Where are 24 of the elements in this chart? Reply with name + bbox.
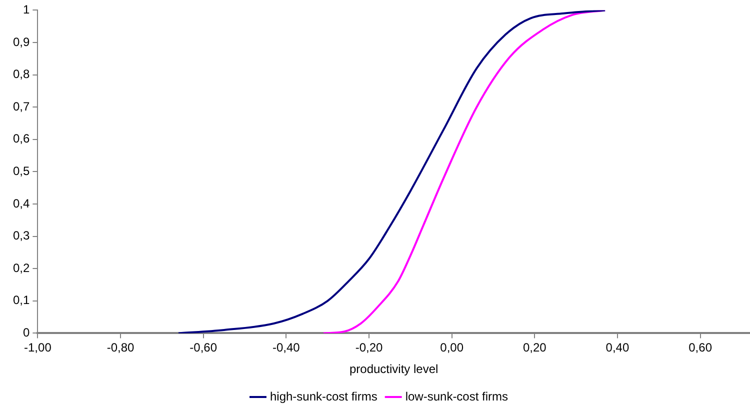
x-tick-label: 0,00 (440, 340, 464, 355)
y-tick-label: 0,2 (12, 260, 30, 275)
y-tick-label: 0,1 (12, 293, 30, 308)
x-tick-label: 0,40 (606, 340, 630, 355)
line-series (177, 10, 606, 334)
y-tick-label: 0,4 (12, 196, 30, 210)
legend-label: low-sunk-cost firms (405, 389, 508, 404)
y-tick-label: 0,9 (12, 34, 30, 49)
y-tick-label: 1 (22, 2, 30, 17)
y-tick-label: 0,5 (12, 164, 30, 178)
x-tick-label: 0,60 (688, 340, 712, 355)
x-axis-title: productivity level (349, 362, 438, 376)
x-tick-label: -1,00 (24, 340, 52, 355)
legend-label: high-sunk-cost firms (270, 389, 378, 404)
x-tick-label: 0,20 (522, 340, 547, 355)
y-tick-label: 0,3 (12, 228, 30, 243)
y-tick-label: 0,7 (12, 99, 30, 114)
x-tick-label: -0,40 (272, 340, 300, 355)
y-tick-label: 0 (22, 326, 30, 340)
y-tick-label: 0,8 (12, 67, 30, 82)
x-tick-label: -0,60 (190, 340, 218, 355)
x-tick-label: -0,80 (106, 340, 135, 355)
x-tick-label: -0,20 (355, 340, 383, 355)
y-tick-label: 0,6 (12, 132, 30, 146)
